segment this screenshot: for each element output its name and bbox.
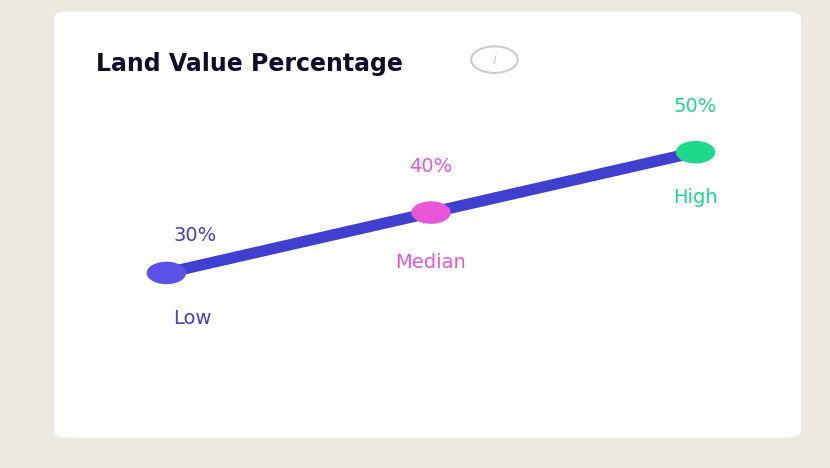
Circle shape bbox=[411, 201, 451, 224]
Text: i: i bbox=[492, 52, 496, 66]
Text: 40%: 40% bbox=[409, 157, 452, 176]
Circle shape bbox=[676, 141, 715, 163]
Text: Median: Median bbox=[396, 253, 466, 272]
Text: Land Value Percentage: Land Value Percentage bbox=[96, 51, 403, 75]
Text: 30%: 30% bbox=[173, 226, 217, 245]
Text: Low: Low bbox=[173, 309, 212, 328]
Circle shape bbox=[147, 262, 186, 284]
Text: 50%: 50% bbox=[674, 97, 717, 116]
Text: High: High bbox=[673, 189, 718, 207]
